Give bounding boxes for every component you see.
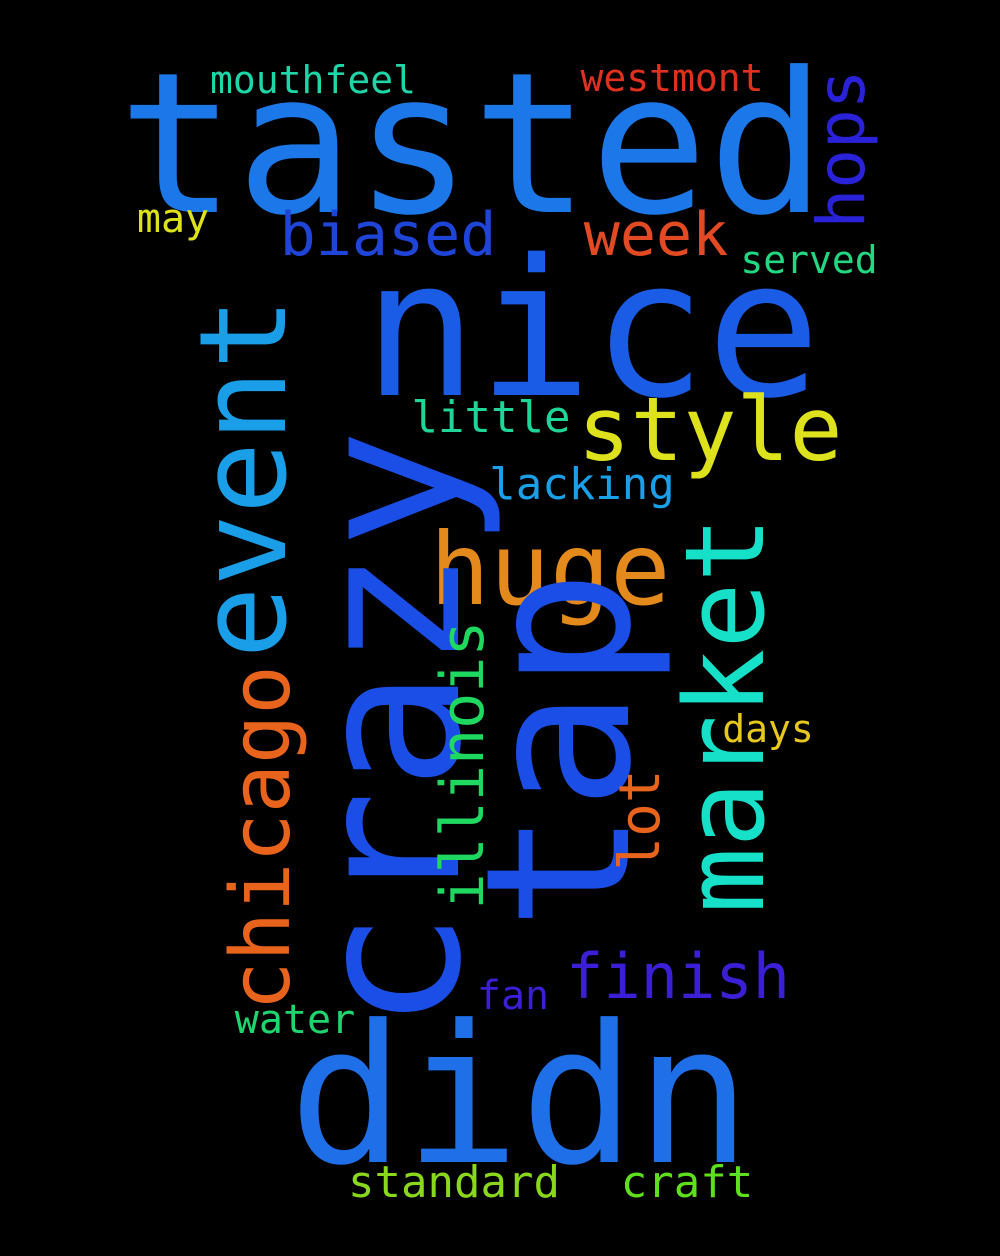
word-fan: fan [476,973,550,1019]
word-event: event [175,297,314,659]
word-hops: hops [803,69,880,229]
word-huge: huge [429,511,671,628]
word-biased: biased [279,200,497,270]
word-water: water [234,997,356,1043]
word-westmont: westmont [580,56,764,100]
word-didn: didn [288,985,752,1208]
word-nice: nice [363,219,821,440]
word-style: style [577,378,843,481]
word-chicago: chicago [214,665,309,1011]
word-lacking: lacking [489,459,675,510]
word-week: week [583,200,729,270]
word-illinois: illinois [428,620,498,910]
word-mouthfeel: mouthfeel [210,58,416,102]
word-lot: lot [608,769,673,871]
word-little: little [411,392,571,443]
word-market: market [661,516,789,914]
word-finish: finish [566,940,790,1013]
word-tasted: tasted [117,31,827,259]
word-craft: craft [620,1157,754,1208]
word-served: served [740,238,878,282]
word-may: may [136,196,210,242]
word-days: days [722,707,814,751]
word-standard: standard [348,1157,560,1208]
